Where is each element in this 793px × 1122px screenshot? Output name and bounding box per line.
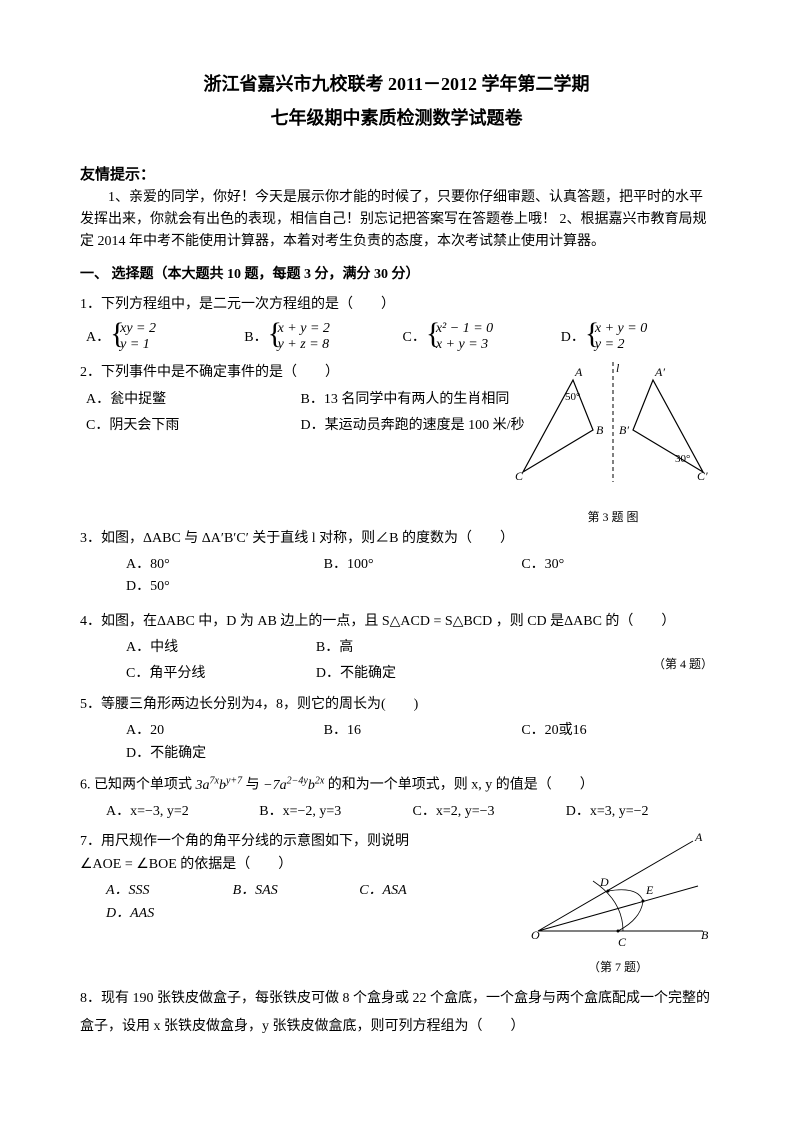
q1-option-B: B．x + y = 2y + z = 8 [238, 321, 396, 355]
question-4: 4．如图，在ΔABC 中，D 为 AB 边上的一点，且 S△ACD = S△BC… [80, 611, 713, 686]
q1-option-D: D．x + y = 0y = 2 [555, 321, 713, 355]
question-6: 6. 已知两个单项式 3a7xby+7 与 −7a2−4yb2x 的和为一个单项… [80, 773, 713, 823]
q1-D-line2: y = 2 [595, 337, 647, 354]
q4-option-A: A．中线 [120, 637, 310, 659]
question-5: 5．等腰三角形两边长分别为4，8，则它的周长为( ) A．20 B．16 C．2… [80, 694, 713, 765]
q6-prefix: 6. 已知两个单项式 [80, 778, 196, 793]
q7-stem-1: 7．用尺规作一个角的角平分线的示意图如下，则说明 [80, 831, 713, 853]
q6-option-D: D．x=3, y=−2 [560, 801, 713, 823]
figure-4-caption: （第 4 题） [653, 655, 713, 674]
question-3: 3．如图，ΔABC 与 ΔA′B′C′ 关于直线 l 对称，则∠B 的度数为（ … [80, 445, 713, 602]
q2-option-C: C．阴天会下雨 [80, 415, 295, 437]
q5-option-B: B．16 [318, 720, 516, 742]
q3-option-A: A．80° [120, 554, 318, 576]
q3-option-D: D．50° [120, 576, 713, 598]
q2-option-D: D．某运动员奔跑的速度是 100 米/秒 [295, 415, 510, 437]
q4-stem: 4．如图，在ΔABC 中，D 为 AB 边上的一点，且 S△ACD = S△BC… [80, 611, 713, 633]
q2-stem: 2．下列事件中是不确定事件的是（ ） [80, 362, 713, 384]
q1-B-line2: y + z = 8 [278, 337, 330, 354]
q6-mid: 与 [246, 778, 264, 793]
q7-stem-2: ∠AOE = ∠BOE 的依据是（ ） [80, 854, 713, 876]
q8-stem: 8．现有 190 张铁皮做盒子，每张铁皮可做 8 个盒身或 22 个盒底，一个盒… [80, 985, 713, 1041]
question-8: 8．现有 190 张铁皮做盒子，每张铁皮可做 8 个盒身或 22 个盒底，一个盒… [80, 985, 713, 1041]
question-2: 2．下列事件中是不确定事件的是（ ） A．瓮中捉鳖 B．13 名同学中有两人的生… [80, 362, 713, 437]
q1-option-A: A．xy = 2y = 1 [80, 321, 238, 355]
q7-option-D: D．AAS [100, 903, 480, 925]
page-title-1: 浙江省嘉兴市九校联考 2011－2012 学年第二学期 [80, 70, 713, 99]
q3-stem: 3．如图，ΔABC 与 ΔA′B′C′ 关于直线 l 对称，则∠B 的度数为（ … [80, 445, 713, 550]
q6-option-C: C．x=2, y=−3 [407, 801, 560, 823]
page-title-2: 七年级期中素质检测数学试题卷 [80, 104, 713, 133]
q2-option-B: B．13 名同学中有两人的生肖相同 [295, 389, 510, 411]
q6-option-A: A．x=−3, y=2 [100, 801, 253, 823]
q1-A-line2: y = 1 [120, 337, 156, 354]
q1-stem: 1．下列方程组中，是二元一次方程组的是（ ） [80, 294, 713, 316]
question-7: 7．用尺规作一个角的角平分线的示意图如下，则说明 ∠AOE = ∠BOE 的依据… [80, 831, 713, 976]
q7-option-B: B．SAS [227, 880, 354, 902]
q1-option-C: C．x² − 1 = 0x + y = 3 [397, 321, 555, 355]
q4-option-B: B．高 [310, 637, 500, 659]
q6-stem: 6. 已知两个单项式 3a7xby+7 与 −7a2−4yb2x 的和为一个单项… [80, 773, 713, 797]
question-1: 1．下列方程组中，是二元一次方程组的是（ ） A．xy = 2y = 1 B．x… [80, 294, 713, 354]
hint-body: 1、亲爱的同学，你好！今天是展示你才能的时候了，只要你仔细审题、认真答题，把平时… [80, 187, 713, 254]
q4-option-C: C．角平分线 [120, 663, 310, 685]
q3-option-B: B．100° [318, 554, 516, 576]
q6-suffix: 的和为一个单项式，则 x, y 的值是（ ） [328, 778, 594, 793]
q5-option-D: D．不能确定 [120, 743, 713, 765]
q5-stem: 5．等腰三角形两边长分别为4，8，则它的周长为( ) [80, 694, 713, 716]
q1-A-line1: xy = 2 [120, 321, 156, 338]
q4-option-D: D．不能确定 [310, 663, 500, 685]
q1-C-line2: x + y = 3 [436, 337, 493, 354]
q2-option-A: A．瓮中捉鳖 [80, 389, 295, 411]
q5-option-A: A．20 [120, 720, 318, 742]
q3-option-C: C．30° [515, 554, 713, 576]
q5-option-C: C．20或16 [515, 720, 713, 742]
section-1-header: 一、 选择题（本大题共 10 题，每题 3 分，满分 30 分） [80, 264, 713, 286]
q1-D-line1: x + y = 0 [595, 321, 647, 338]
q7-option-A: A．SSS [100, 880, 227, 902]
hint-header: 友情提示： [80, 163, 713, 187]
q1-C-line1: x² − 1 = 0 [436, 321, 493, 338]
q6-option-B: B．x=−2, y=3 [253, 801, 406, 823]
q7-option-C: C．ASA [353, 880, 480, 902]
q1-B-line1: x + y = 2 [278, 321, 330, 338]
